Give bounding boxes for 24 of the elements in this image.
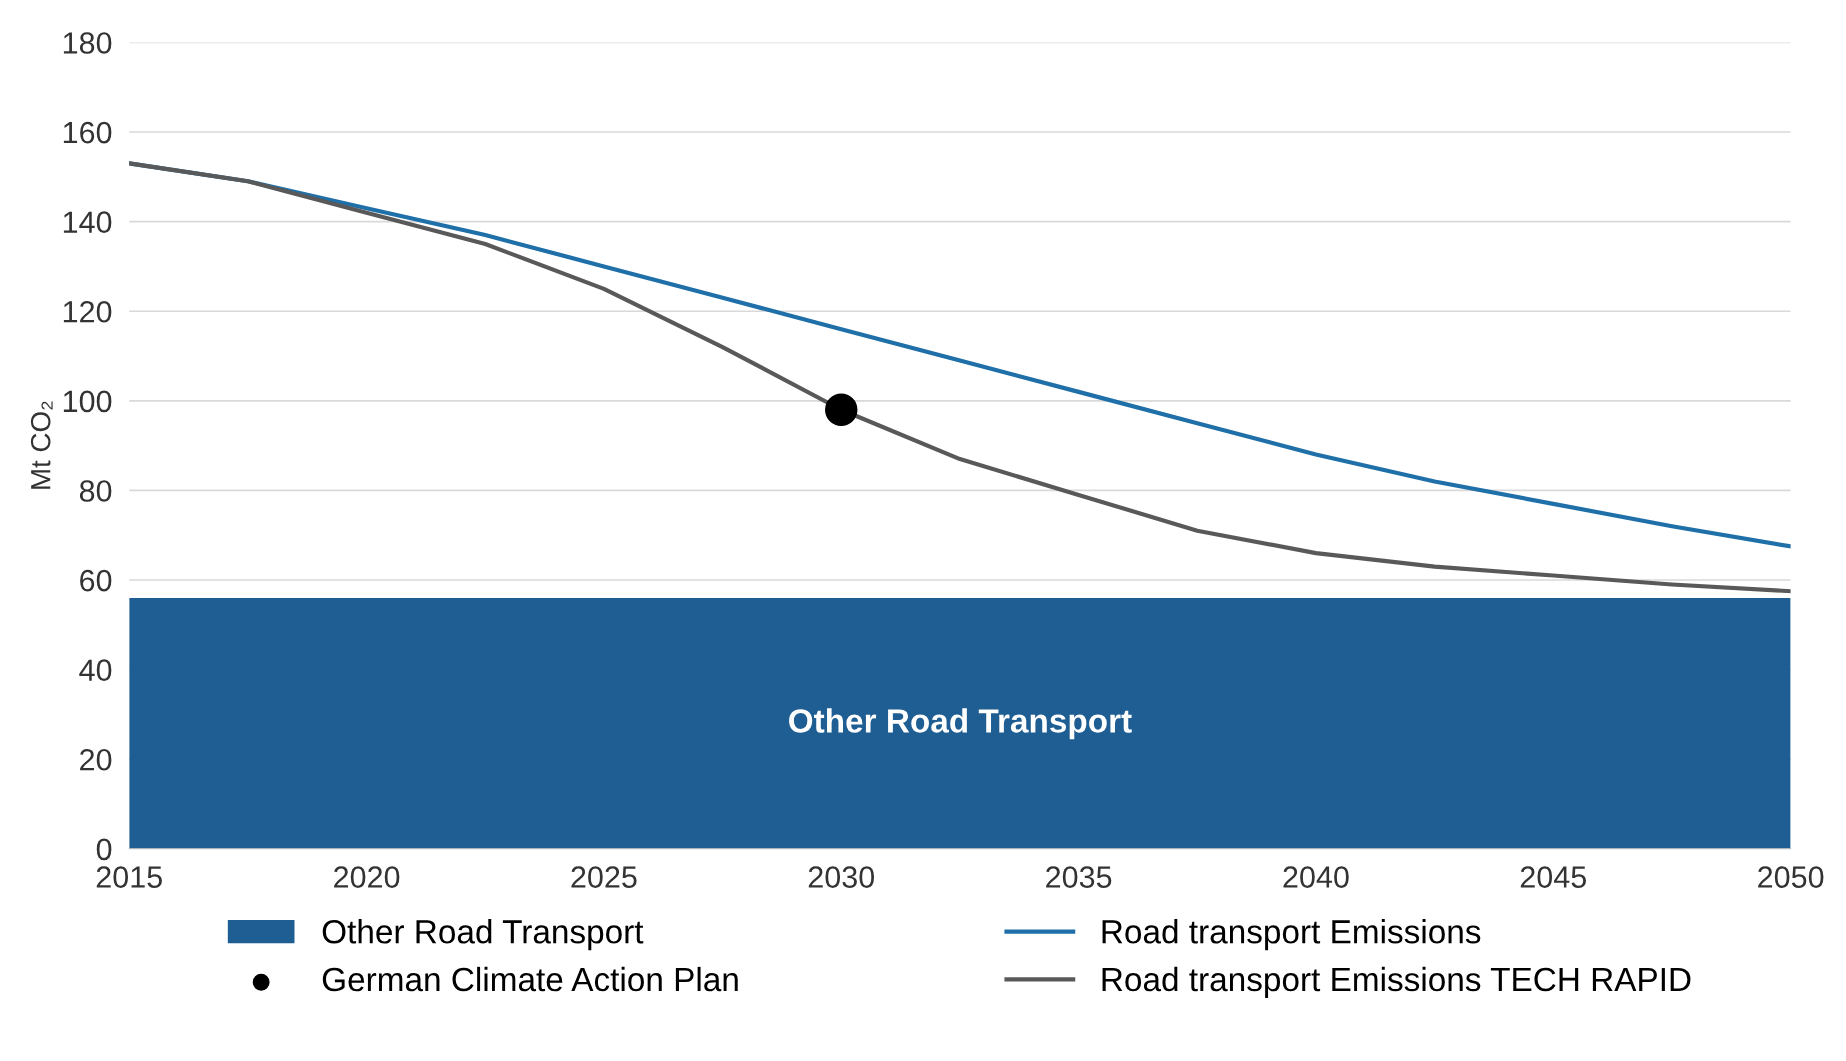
y-tick-label: 160 <box>63 121 112 144</box>
x-tick-label: 2045 <box>1520 866 1586 888</box>
y-axis-title: Mt CO₂ <box>30 401 53 489</box>
y-tick-label: 40 <box>79 659 112 681</box>
x-tick-label: 2035 <box>1046 866 1112 888</box>
y-tick-label: 60 <box>80 569 112 592</box>
x-tick-label: 2015 <box>96 866 162 888</box>
x-tick-label: 2020 <box>334 866 400 888</box>
legend-label: German Climate Action Plan <box>322 966 738 992</box>
y-tick-label: 180 <box>63 32 112 54</box>
annotation: Other Road Transport <box>789 708 1132 740</box>
y-tick-label: 0 <box>96 838 112 861</box>
y-tick-label: 100 <box>63 390 112 413</box>
x-tick-label: 2025 <box>571 866 637 888</box>
x-tick-label: 2050 <box>1758 866 1824 888</box>
x-tick-label: 2040 <box>1283 866 1349 888</box>
y-tick-label: 20 <box>80 748 112 771</box>
legend-label: Other Road Transport <box>322 919 644 951</box>
y-tick-label: 140 <box>63 211 112 233</box>
legend-label: Road transport Emissions TECH RAPID <box>1102 966 1691 998</box>
x-tick-label: 2030 <box>808 866 875 888</box>
y-tick-label: 80 <box>79 480 112 502</box>
y-tick-label: 120 <box>63 300 112 323</box>
legend-label: Road transport Emissions <box>1102 919 1481 951</box>
